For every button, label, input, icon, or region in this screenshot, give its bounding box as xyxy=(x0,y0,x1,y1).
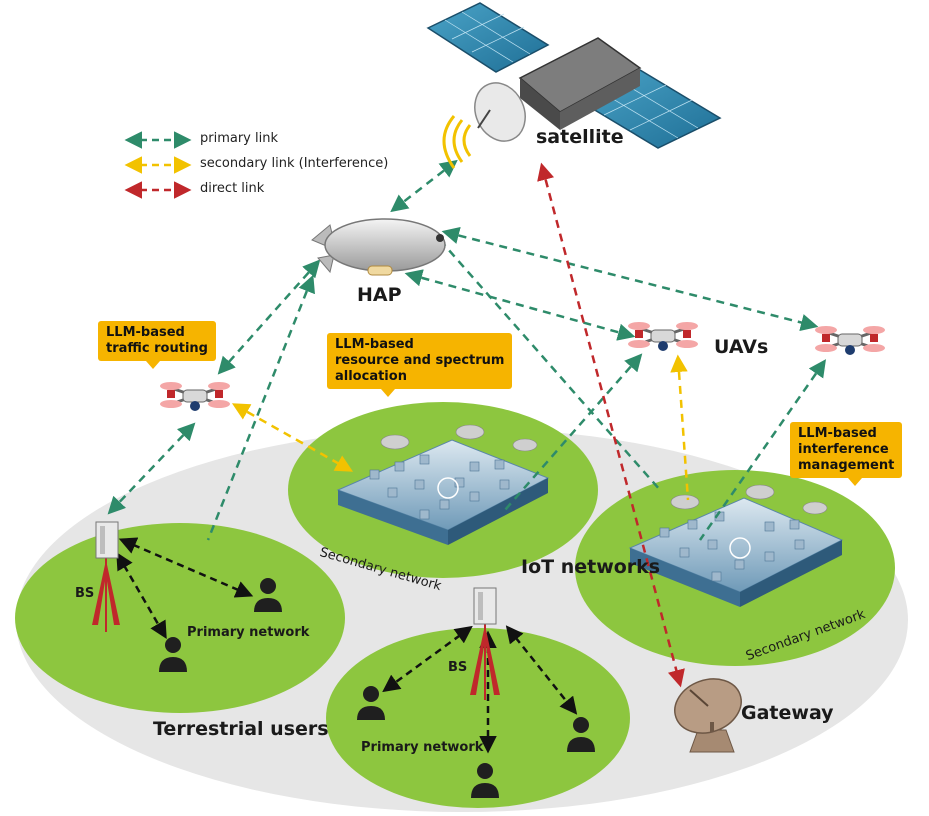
iot-city-center xyxy=(336,424,550,545)
satellite-label: satellite xyxy=(536,126,624,148)
bs-center-label: BS xyxy=(448,660,468,675)
note-line: allocation xyxy=(335,369,407,384)
primary-network-left xyxy=(15,523,345,713)
note-traffic-routing: LLM-based traffic routing xyxy=(98,321,216,369)
primary-network-center-label: Primary network xyxy=(361,740,484,755)
note-line: traffic routing xyxy=(106,341,208,356)
note-line: resource and spectrum xyxy=(335,353,505,368)
uav-left-icon xyxy=(160,382,230,411)
link-satellite-hap xyxy=(390,159,458,213)
note-line: LLM-based xyxy=(798,426,877,441)
note-line: LLM-based xyxy=(335,337,414,352)
gateway-dish-icon xyxy=(674,678,742,753)
uav-center-icon xyxy=(628,322,698,351)
link-hap-uav-left xyxy=(217,259,321,375)
link-bs-user-3 xyxy=(382,625,473,693)
user-icon xyxy=(254,578,282,612)
note-line: management xyxy=(798,458,895,473)
note-line: interference xyxy=(798,442,889,457)
uavs-label: UAVs xyxy=(714,336,769,358)
bs-tower-center-icon xyxy=(470,587,500,700)
gateway-label: Gateway xyxy=(741,702,834,724)
legend-secondary-label: secondary link (Interference) xyxy=(200,156,389,171)
terrestrial-users-label: Terrestrial users xyxy=(153,718,329,740)
hap-blimp-icon xyxy=(311,218,446,276)
primary-network-left-label: Primary network xyxy=(187,625,310,640)
link-uav-bs-left xyxy=(107,422,196,515)
hap-label: HAP xyxy=(357,284,402,306)
link-hap-uav-center xyxy=(404,269,636,341)
link-bs-user-2 xyxy=(116,551,167,640)
link-hap-uav-right xyxy=(441,226,819,332)
uav-right-icon xyxy=(815,326,885,355)
legend-direct-label: direct link xyxy=(200,181,265,196)
user-icon xyxy=(159,637,187,672)
note-resource-allocation: LLM-based resource and spectrum allocati… xyxy=(327,333,513,397)
bs-left-label: BS xyxy=(75,586,95,601)
note-interference-management: LLM-based interference management xyxy=(790,422,903,486)
note-line: LLM-based xyxy=(106,325,185,340)
user-icon xyxy=(357,686,385,720)
signal-waves-icon xyxy=(442,115,472,169)
legend-primary-label: primary link xyxy=(200,131,278,146)
bs-tower-left-icon xyxy=(92,521,120,632)
link-bs-user-5 xyxy=(505,625,578,715)
user-icon xyxy=(471,763,499,798)
satellite-icon xyxy=(426,2,722,149)
iot-networks-label: IoT networks xyxy=(521,556,661,578)
link-direct-satellite-gateway xyxy=(537,162,685,688)
user-icon xyxy=(567,717,595,752)
